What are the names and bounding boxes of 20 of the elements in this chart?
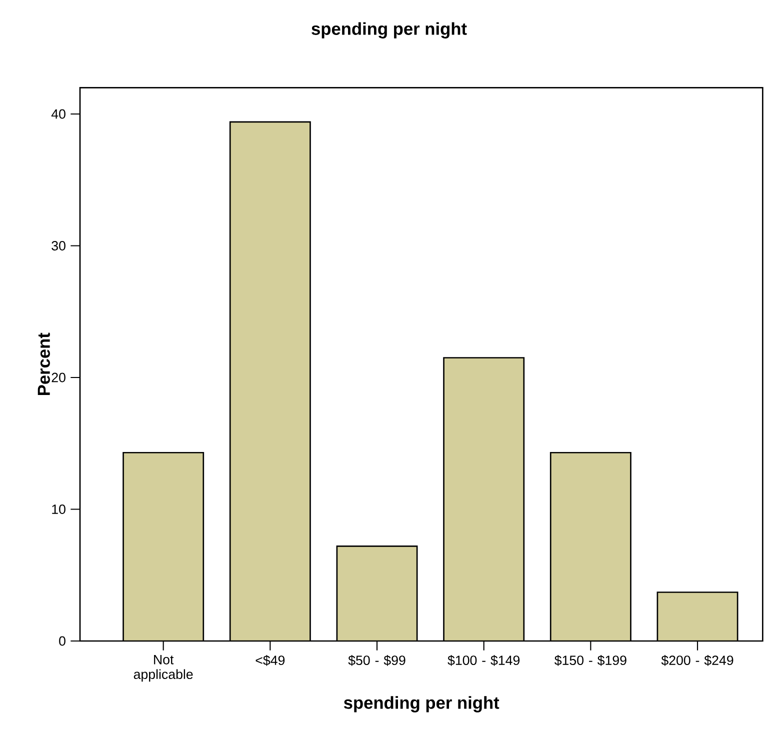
y-tick-label: 40	[51, 109, 66, 119]
bar	[230, 122, 310, 641]
bar	[656, 592, 738, 641]
x-tick-label: $100 - $149	[448, 655, 520, 666]
y-tick-label: 30	[52, 241, 66, 250]
bar	[444, 358, 524, 641]
y-tick-label: 10	[52, 504, 66, 514]
y-tick-label: 20	[52, 372, 66, 382]
bar	[336, 546, 418, 641]
x-tick-label: <$49	[256, 655, 285, 666]
bar	[123, 452, 204, 641]
x-tick-label: $200 - $249	[661, 655, 734, 666]
x-tick-label: Not applicable	[134, 655, 193, 682]
x-tick-label: $150 - $199	[554, 655, 626, 666]
y-tick-label: 0	[59, 636, 66, 646]
chart-title: spending per night	[312, 22, 467, 38]
x-tick-label: $50 - $99	[348, 655, 406, 666]
x-axis-title: spending per night	[344, 696, 500, 712]
bar	[550, 452, 631, 641]
y-axis-title: Percent	[38, 332, 50, 395]
